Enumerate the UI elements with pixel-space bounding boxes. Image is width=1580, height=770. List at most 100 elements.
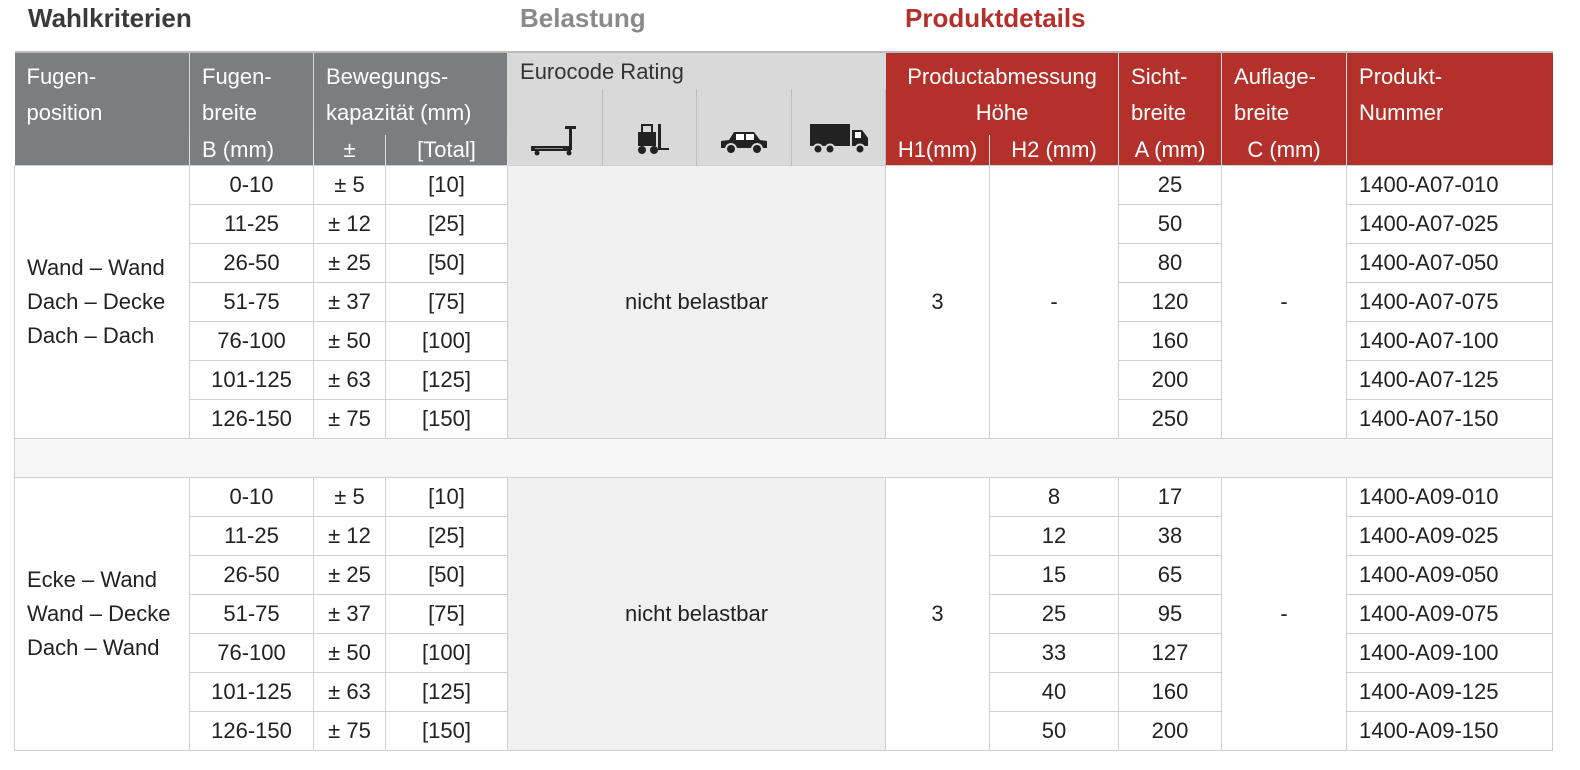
header-visible-width: Sicht-breite bbox=[1118, 51, 1223, 135]
section-title-details: Produktdetails bbox=[905, 3, 1086, 33]
table-row: 76-100 ± 50 [100] 33 127 1400-A09-100 bbox=[15, 633, 1554, 673]
visible-width: 200 bbox=[1118, 360, 1223, 400]
header-movement: Bewegungs-kapazität (mm) bbox=[313, 51, 509, 135]
joint-width: 76-100 bbox=[189, 321, 314, 361]
visible-width: 25 bbox=[1118, 165, 1223, 205]
movement-total: [25] bbox=[384, 516, 509, 556]
header-eurocode: Eurocode Rating bbox=[507, 51, 886, 89]
movement-total: [75] bbox=[384, 282, 509, 322]
joint-width: 51-75 bbox=[189, 282, 314, 322]
movement-pm: ± 25 bbox=[313, 555, 386, 595]
movement-total: [150] bbox=[384, 711, 509, 751]
joint-width: 126-150 bbox=[189, 711, 314, 751]
movement-total: [125] bbox=[384, 360, 509, 400]
forklift-icon bbox=[602, 89, 698, 166]
load-rating: nicht belastbar bbox=[507, 165, 887, 439]
joint-width: 26-50 bbox=[189, 555, 314, 595]
joint-width: 0-10 bbox=[189, 165, 314, 205]
product-number: 1400-A07-050 bbox=[1346, 243, 1554, 283]
header-h1: H1(mm) bbox=[885, 135, 991, 166]
movement-total: [25] bbox=[384, 204, 509, 244]
section-title-load: Belastung bbox=[520, 3, 646, 33]
visible-width: 250 bbox=[1118, 399, 1223, 439]
movement-total: [100] bbox=[384, 633, 509, 673]
visible-width: 160 bbox=[1118, 321, 1223, 361]
product-number: 1400-A07-100 bbox=[1346, 321, 1554, 361]
truck-icon bbox=[791, 89, 887, 166]
product-number: 1400-A07-125 bbox=[1346, 360, 1554, 400]
table-row: Wand – Wand Dach – Decke Dach – Dach 0-10 ± … bbox=[14, 165, 1554, 439]
product-number: 1400-A07-150 bbox=[1346, 399, 1554, 439]
movement-pm: ± 75 bbox=[313, 399, 386, 439]
product-number: 1400-A09-075 bbox=[1346, 594, 1554, 634]
joint-width: 101-125 bbox=[189, 672, 314, 712]
header-h2: H2 (mm) bbox=[989, 135, 1120, 166]
visible-width: 50 bbox=[1118, 204, 1223, 244]
movement-pm: ± 50 bbox=[313, 633, 386, 673]
section-title-selection: Wahlkriterien bbox=[28, 3, 192, 33]
product-number: 1400-A09-050 bbox=[1346, 555, 1554, 595]
product-spec-table: Fugen-position Fugen-breite Bewegungs-ka… bbox=[13, 51, 1554, 751]
movement-total: [50] bbox=[384, 243, 509, 283]
table-row: 126-150 ± 75 [150] 50 200 1400-A09-150 bbox=[15, 711, 1554, 751]
height-h2: 15 bbox=[989, 555, 1120, 595]
movement-pm: ± 50 bbox=[313, 321, 386, 361]
joint-width: 51-75 bbox=[189, 594, 314, 634]
visible-width: 17 bbox=[1118, 477, 1223, 517]
table-row: 11-25 ± 12 [25] 12 38 1400-A09-025 bbox=[15, 516, 1554, 556]
product-number: 1400-A09-125 bbox=[1346, 672, 1554, 712]
joint-width: 11-25 bbox=[189, 516, 314, 556]
header-movement-pm: ± bbox=[313, 135, 386, 166]
load-rating: nicht belastbar bbox=[507, 477, 887, 751]
movement-total: [100] bbox=[384, 321, 509, 361]
joint-width: 101-125 bbox=[189, 360, 314, 400]
joint-position: Wand – Wand Dach – Decke Dach – Dach bbox=[14, 165, 190, 439]
header-support-width: Auflage-breite bbox=[1221, 51, 1348, 135]
movement-pm: ± 37 bbox=[313, 594, 386, 634]
table-row: 126-150 ± 75 [150] 250 1400-A07-150 bbox=[15, 399, 1554, 439]
header-support-width-unit: C (mm) bbox=[1221, 135, 1348, 166]
height-h2: 50 bbox=[989, 711, 1120, 751]
movement-total: [50] bbox=[384, 555, 509, 595]
joint-width: 76-100 bbox=[189, 633, 314, 673]
movement-pm: ± 12 bbox=[313, 516, 386, 556]
joint-position: Ecke – Wand Wand – Decke Dach – Wand bbox=[14, 477, 190, 751]
product-number: 1400-A07-075 bbox=[1346, 282, 1554, 322]
header-visible-width-unit: A (mm) bbox=[1118, 135, 1223, 166]
joint-width: 126-150 bbox=[189, 399, 314, 439]
movement-pm: ± 75 bbox=[313, 711, 386, 751]
visible-width: 200 bbox=[1118, 711, 1223, 751]
table-row: 11-25 ± 12 [25] 50 1400-A07-025 bbox=[15, 204, 1554, 244]
visible-width: 65 bbox=[1118, 555, 1223, 595]
product-number: 1400-A09-100 bbox=[1346, 633, 1554, 673]
header-product-dimension: Productabmessung Höhe bbox=[885, 51, 1120, 135]
pallet-truck-icon bbox=[507, 89, 604, 166]
movement-pm: ± 25 bbox=[313, 243, 386, 283]
table-row: 101-125 ± 63 [125] 40 160 1400-A09-125 bbox=[15, 672, 1554, 712]
product-number: 1400-A09-010 bbox=[1346, 477, 1554, 517]
header-position: Fugen-position bbox=[14, 51, 190, 135]
movement-pm: ± 5 bbox=[313, 165, 386, 205]
header-movement-total: [Total] bbox=[385, 135, 509, 166]
movement-total: [10] bbox=[384, 165, 509, 205]
movement-total: [75] bbox=[384, 594, 509, 634]
movement-total: [10] bbox=[384, 477, 509, 517]
height-h1: 3 bbox=[885, 477, 991, 751]
height-h2: 40 bbox=[989, 672, 1120, 712]
movement-total: [150] bbox=[384, 399, 509, 439]
support-width: - bbox=[1221, 477, 1348, 751]
height-h2: - bbox=[989, 165, 1120, 439]
visible-width: 38 bbox=[1118, 516, 1223, 556]
group-spacer bbox=[13, 438, 1554, 478]
movement-total: [125] bbox=[384, 672, 509, 712]
header-width-unit: B (mm) bbox=[189, 135, 314, 166]
car-icon bbox=[696, 89, 793, 166]
visible-width: 95 bbox=[1118, 594, 1223, 634]
visible-width: 160 bbox=[1118, 672, 1223, 712]
visible-width: 120 bbox=[1118, 282, 1223, 322]
height-h2: 25 bbox=[989, 594, 1120, 634]
header-width: Fugen-breite bbox=[189, 51, 314, 135]
product-number: 1400-A09-150 bbox=[1346, 711, 1554, 751]
table-row: 76-100 ± 50 [100] 160 1400-A07-100 bbox=[15, 321, 1554, 361]
height-h1: 3 bbox=[885, 165, 991, 439]
